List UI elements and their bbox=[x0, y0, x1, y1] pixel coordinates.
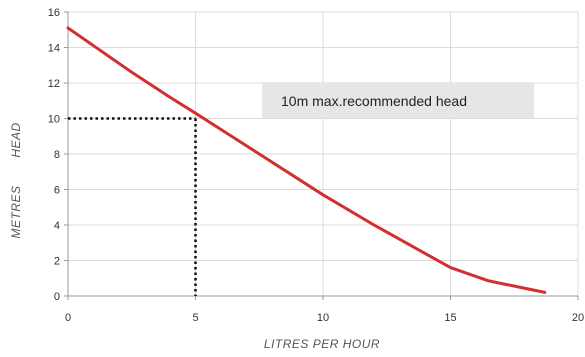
x-tick-label: 0 bbox=[65, 312, 71, 324]
x-tick-label: 20 bbox=[572, 312, 584, 324]
y-tick-label: 2 bbox=[54, 256, 60, 268]
axes bbox=[64, 11, 579, 300]
annotation: 10m max.recommended head bbox=[262, 83, 534, 118]
annotation-text: 10m max.recommended head bbox=[281, 93, 467, 109]
x-axis-title: LITRES PER HOUR bbox=[264, 337, 380, 351]
series-layer bbox=[66, 26, 547, 294]
series-line bbox=[66, 26, 547, 294]
y-tick-label: 10 bbox=[48, 114, 60, 126]
y-axis-title-head: HEAD bbox=[9, 122, 23, 157]
x-tick-label: 15 bbox=[444, 312, 456, 324]
y-tick-label: 6 bbox=[54, 185, 60, 197]
grid-lines bbox=[67, 11, 579, 297]
x-tick-labels: 0 5 10 15 20 bbox=[65, 312, 584, 324]
y-tick-label: 0 bbox=[54, 291, 60, 303]
reference-lines bbox=[68, 117, 197, 296]
y-tick-label: 8 bbox=[54, 149, 60, 161]
y-tick-labels: 0 2 4 6 8 10 12 14 16 bbox=[48, 7, 60, 303]
y-tick-label: 12 bbox=[48, 78, 60, 90]
x-tick-label: 10 bbox=[317, 312, 329, 324]
x-tick-label: 5 bbox=[192, 312, 198, 324]
y-tick-label: 4 bbox=[54, 220, 60, 232]
annotation-box bbox=[262, 83, 534, 118]
y-tick-label: 14 bbox=[48, 43, 60, 55]
y-tick-label: 16 bbox=[48, 7, 60, 19]
y-axis-title-metres: METRES bbox=[9, 185, 23, 238]
